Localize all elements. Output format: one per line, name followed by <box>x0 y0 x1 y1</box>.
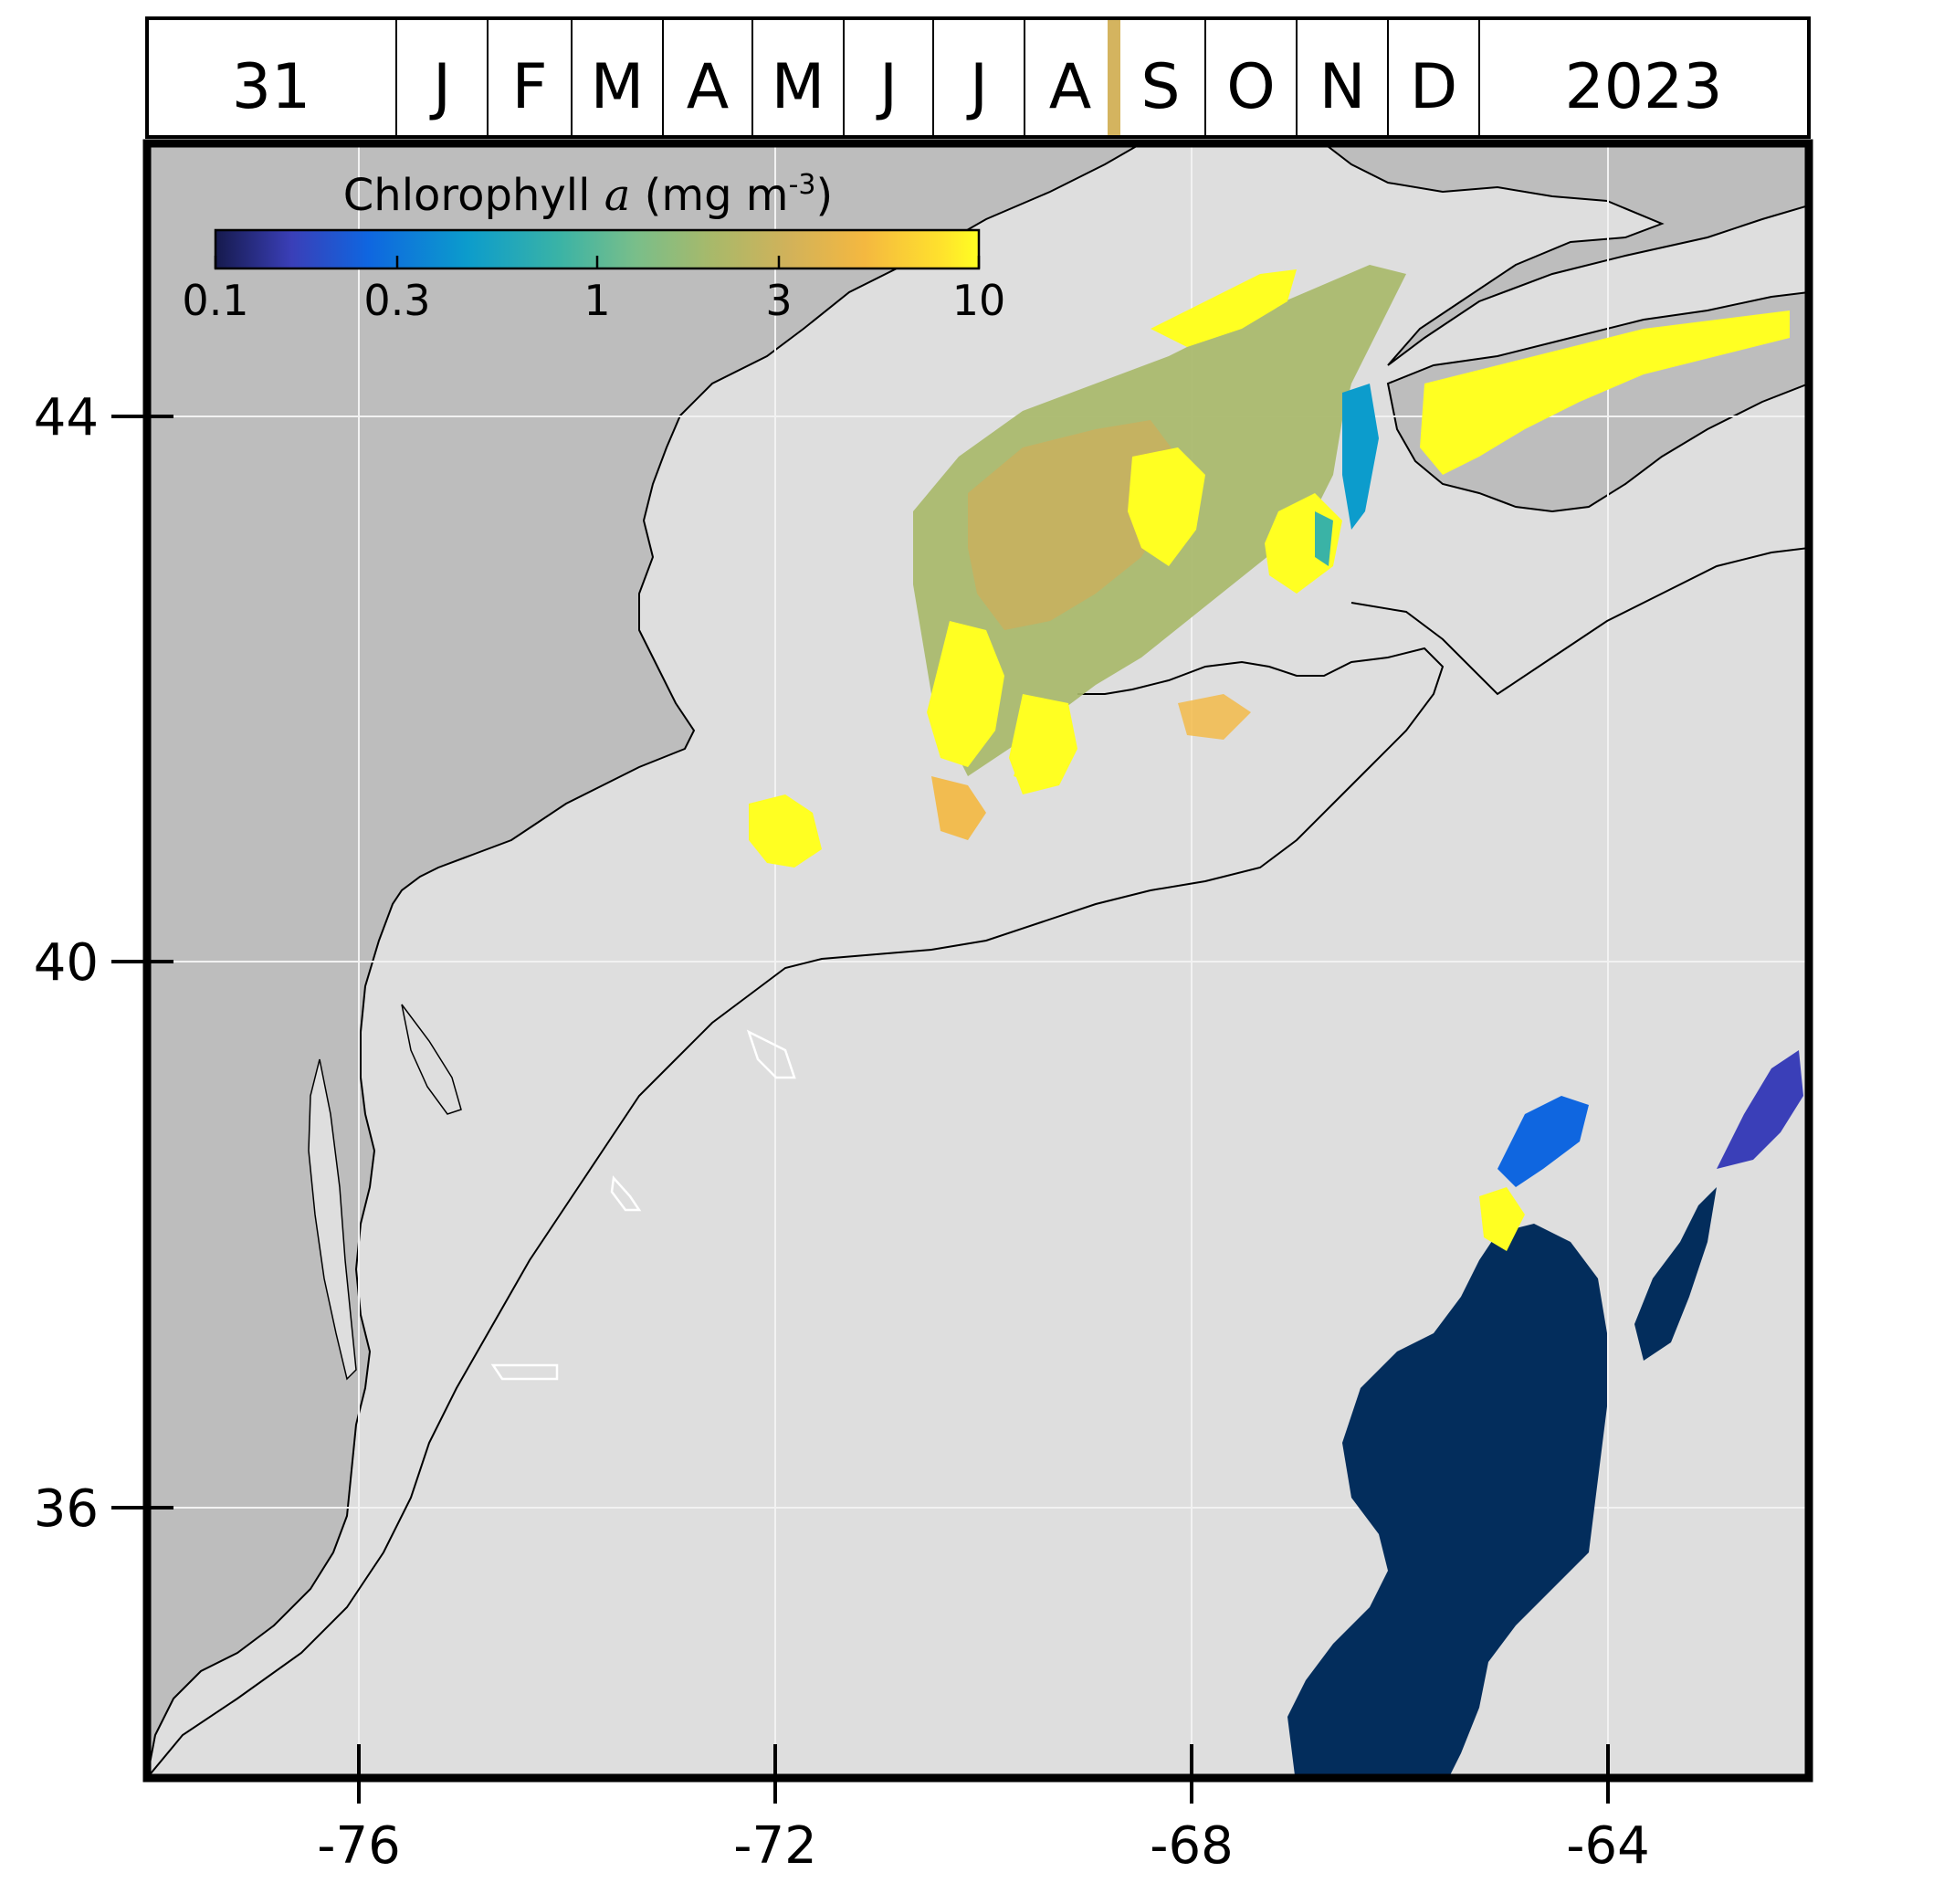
shoal-outline <box>746 1029 796 1079</box>
lat-tick-label: 40 <box>34 933 99 993</box>
georges-bank-contour <box>1350 547 1809 696</box>
month-label: A <box>1049 51 1092 123</box>
delaware-bay <box>401 1004 462 1115</box>
month-label: M <box>772 51 825 123</box>
month-label: S <box>1140 51 1180 123</box>
month-label: F <box>511 51 547 123</box>
chesapeake-bay <box>308 1058 357 1381</box>
chlorophyll-field <box>749 265 1790 868</box>
land-us-mainland <box>147 143 1144 1778</box>
month-label: M <box>591 51 645 123</box>
lon-tick-label: -64 <box>1566 1816 1649 1876</box>
latitude-axis: 44 40 36 <box>34 388 173 1539</box>
lat-tick-label: 36 <box>34 1479 99 1539</box>
map-panel <box>147 143 1809 1778</box>
land-nova-scotia <box>1322 143 1809 366</box>
lon-tick-label: -76 <box>317 1816 400 1876</box>
shelf-break-contour <box>147 647 1445 1778</box>
lat-tick-label: 44 <box>34 388 99 447</box>
month-label: J <box>876 51 898 123</box>
lon-tick-label: -72 <box>733 1816 816 1876</box>
colorbar-tick-label: 0.1 <box>182 276 248 325</box>
current-date-marker <box>1108 20 1120 135</box>
colorbar-tick-label: 3 <box>765 276 792 325</box>
month-label: A <box>687 51 730 123</box>
colorbar-tick-label: 1 <box>583 276 610 325</box>
shoal-outline <box>490 1363 559 1381</box>
month-label: J <box>429 51 451 123</box>
longitude-axis: -76 -72 -68 -64 <box>317 1744 1650 1876</box>
colorbar: Chlorophyll a (mg m-3) 0.1 0.3 1 3 10 <box>182 169 1005 325</box>
shoal-outline <box>610 1175 642 1212</box>
colorbar-tick-label: 0.3 <box>363 276 430 325</box>
colorbar-title: Chlorophyll a (mg m-3) <box>343 169 833 221</box>
lon-tick-label: -68 <box>1150 1816 1233 1876</box>
timeline-year: 2023 <box>1564 51 1722 123</box>
timeline-bar: 31 J F M A M J J A S O N D 2023 <box>145 16 1811 139</box>
month-label: D <box>1410 51 1457 123</box>
colorbar-tick-label: 10 <box>952 276 1006 325</box>
month-label: J <box>966 51 988 123</box>
month-label: O <box>1226 51 1276 123</box>
low-chlorophyll-patches <box>1287 1050 1803 1778</box>
timeline-day: 31 <box>232 51 311 123</box>
month-label: N <box>1319 51 1366 123</box>
